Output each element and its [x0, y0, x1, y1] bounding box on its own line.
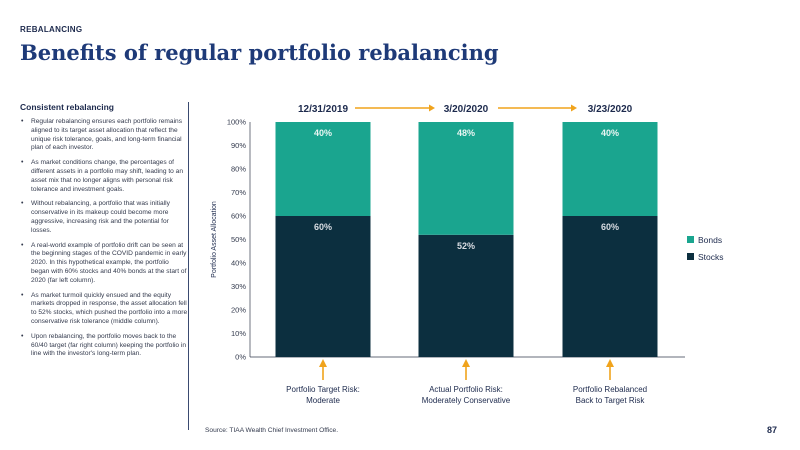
up-arrow-icon — [462, 359, 470, 367]
category-label: Actual Portfolio Risk: — [429, 385, 503, 394]
bar-stocks — [275, 216, 371, 357]
date-label: 12/31/2019 — [298, 104, 348, 115]
bullet-item: As market turmoil quickly ensued and the… — [20, 292, 188, 327]
bar-bonds — [418, 122, 514, 235]
y-tick-label: 70% — [231, 188, 246, 197]
sidebar-panel: Consistent rebalancing Regular rebalanci… — [20, 102, 189, 430]
category-label: Moderately Conservative — [422, 396, 511, 405]
legend-swatch-bonds — [687, 236, 694, 243]
sidebar-heading: Consistent rebalancing — [20, 102, 114, 112]
source-note: Source: TIAA Wealth Chief Investment Off… — [205, 427, 339, 434]
data-label-bonds: 48% — [457, 128, 475, 138]
date-label: 3/20/2020 — [444, 104, 489, 115]
right-arrow-icon — [571, 104, 577, 112]
y-tick-label: 80% — [231, 165, 246, 174]
page-title: Benefits of regular portfolio rebalancin… — [20, 40, 499, 65]
category-label: Moderate — [306, 396, 340, 405]
y-tick-label: 90% — [231, 141, 246, 150]
legend-label-stocks: Stocks — [698, 252, 724, 262]
bullet-item: As market conditions change, the percent… — [20, 159, 188, 194]
allocation-chart: 0% 10% 20% 30% 40% 50% 60% 70% 80% 90% 100% Portfol… — [195, 95, 735, 410]
bar-stocks — [418, 234, 514, 357]
data-label-stocks: 60% — [314, 222, 332, 232]
up-arrow-icon — [606, 359, 614, 367]
y-tick-label: 100% — [227, 118, 247, 127]
y-tick-label: 40% — [231, 259, 246, 268]
right-arrow-icon — [429, 104, 435, 112]
bullet-list: Regular rebalancing ensures each portfol… — [20, 118, 188, 359]
section-eyebrow: REBALANCING — [20, 25, 83, 34]
y-tick-label: 10% — [231, 329, 246, 338]
y-tick-label: 0% — [235, 353, 246, 362]
y-tick-label: 50% — [231, 235, 246, 244]
category-label: Back to Target Risk — [576, 396, 646, 405]
chart-canvas: 0% 10% 20% 30% 40% 50% 60% 70% 80% 90% 100% Portfol… — [211, 104, 724, 405]
legend-label-bonds: Bonds — [698, 235, 722, 245]
data-label-stocks: 60% — [601, 222, 619, 232]
bullet-item: Regular rebalancing ensures each portfol… — [20, 118, 188, 153]
category-label: Portfolio Target Risk: — [286, 385, 360, 394]
date-label: 3/23/2020 — [588, 104, 633, 115]
page-number: 87 — [767, 425, 778, 435]
data-label-stocks: 52% — [457, 241, 475, 251]
y-tick-label: 60% — [231, 212, 246, 221]
bullet-item: A real-world example of portfolio drift … — [20, 242, 188, 286]
bullet-item: Upon rebalancing, the portfolio moves ba… — [20, 333, 188, 359]
y-tick-label: 30% — [231, 282, 246, 291]
bar-stocks — [562, 216, 658, 357]
y-axis-title: Portfolio Asset Allocation — [211, 201, 218, 278]
legend-swatch-stocks — [687, 253, 694, 260]
category-label: Portfolio Rebalanced — [573, 385, 647, 394]
y-tick-label: 20% — [231, 306, 246, 315]
bar-bonds — [562, 122, 658, 216]
bullet-item: Without rebalancing, a portfolio that wa… — [20, 200, 188, 235]
data-label-bonds: 40% — [601, 128, 619, 138]
bar-bonds — [275, 122, 371, 216]
data-label-bonds: 40% — [314, 128, 332, 138]
up-arrow-icon — [319, 359, 327, 367]
